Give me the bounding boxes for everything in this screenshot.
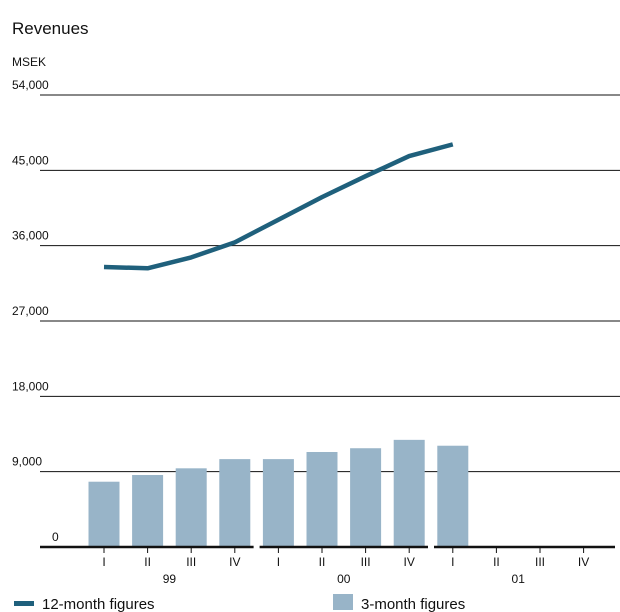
x-tick-label: IV <box>404 555 415 569</box>
x-tick-label: I <box>277 555 280 569</box>
x-tick-label: III <box>361 555 371 569</box>
bar <box>219 459 251 547</box>
x-tick-label: III <box>535 555 545 569</box>
x-tick-label: III <box>186 555 196 569</box>
bar <box>175 468 207 547</box>
bar <box>350 448 382 547</box>
x-tick-label: IV <box>578 555 589 569</box>
x-tick-label: I <box>451 555 454 569</box>
y-tick-label: 54,000 <box>12 78 49 92</box>
legend-swatch <box>14 601 34 606</box>
bar <box>132 475 164 547</box>
group-label: 99 <box>163 572 177 586</box>
x-tick-label: IV <box>229 555 240 569</box>
y-tick-label: 9,000 <box>12 455 42 469</box>
legend-swatch <box>333 594 353 610</box>
bar <box>88 481 120 547</box>
legend-label: 3-month figures <box>361 596 465 612</box>
bar <box>393 439 425 547</box>
bar <box>262 459 294 547</box>
y-tick-label: 18,000 <box>12 379 49 393</box>
x-tick-label: II <box>493 555 500 569</box>
chart-title: Revenues <box>12 19 89 38</box>
group-label: 00 <box>337 572 351 586</box>
y-tick-label: 36,000 <box>12 229 49 243</box>
bar <box>437 445 469 547</box>
bar <box>306 451 338 547</box>
group-label: 01 <box>512 572 526 586</box>
y-tick-label: 45,000 <box>12 153 49 167</box>
y-tick-label: 27,000 <box>12 304 49 318</box>
x-tick-label: II <box>319 555 326 569</box>
y-tick-label: 0 <box>52 530 59 544</box>
x-tick-label: II <box>144 555 151 569</box>
x-tick-label: I <box>102 555 105 569</box>
line <box>103 142 454 271</box>
legend-label: 12-month figures <box>42 596 155 612</box>
y-axis-label: MSEK <box>12 55 46 69</box>
